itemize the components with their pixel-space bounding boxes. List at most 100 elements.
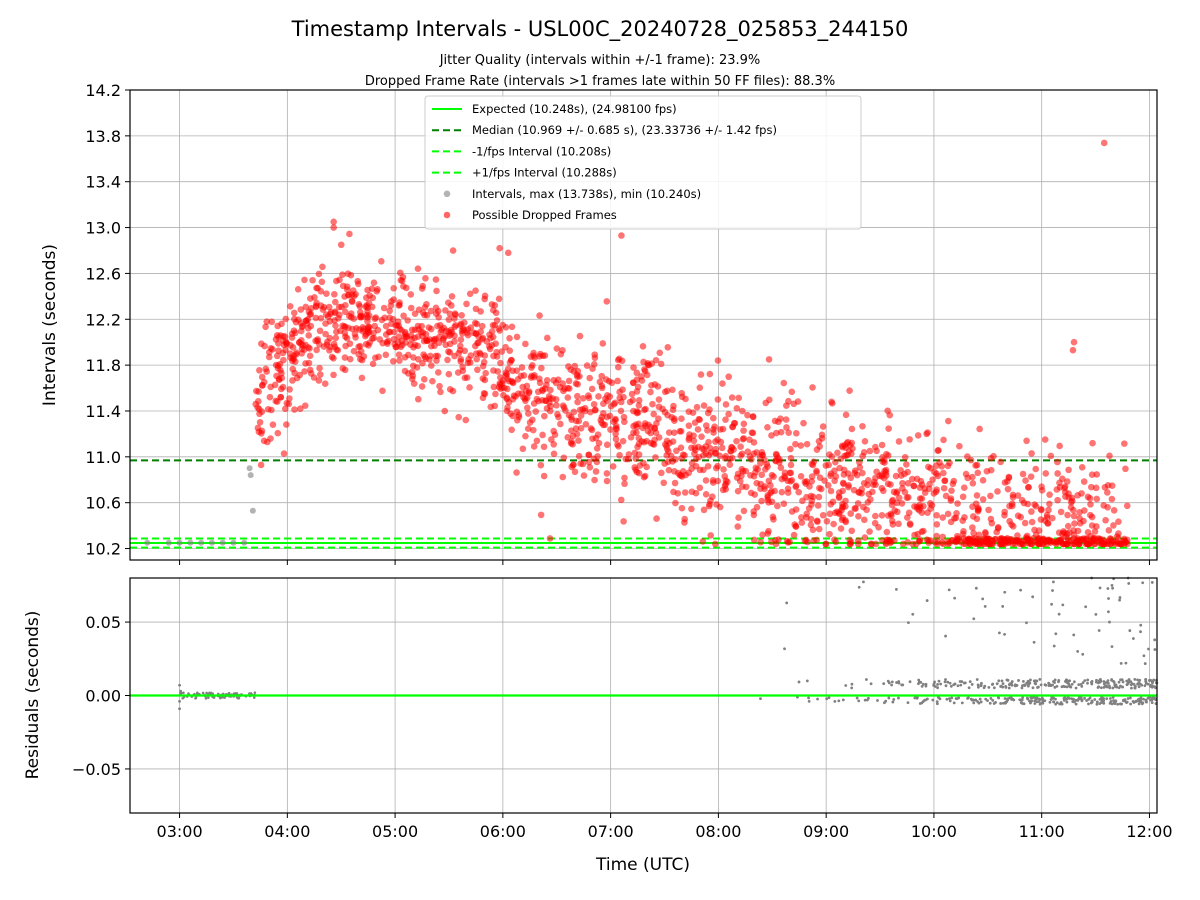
dropped-frame-point (901, 453, 909, 461)
dropped-frame-point (765, 356, 773, 363)
dropped-frame-point (309, 276, 316, 284)
dropped-frame-point (899, 479, 906, 487)
residual-point (1068, 679, 1072, 683)
residual-point (1017, 679, 1020, 682)
residual-point (1031, 696, 1035, 700)
dropped-frame-point (356, 302, 364, 310)
top-y-tick-label: 10.2 (85, 540, 121, 559)
residual-point (1125, 679, 1129, 683)
dropped-frame-point (945, 417, 952, 425)
dropped-frame-point (704, 462, 712, 470)
dropped-frame-point (341, 366, 349, 374)
dropped-frame-point (948, 537, 955, 544)
dropped-frame-point (608, 379, 616, 387)
dropped-frame-point (803, 510, 810, 518)
residual-point (971, 698, 975, 702)
dropped-frame-point (653, 515, 660, 522)
dropped-frame-point (614, 377, 621, 385)
x-tick-label: 06:00 (480, 822, 526, 841)
dropped-frame-point (904, 514, 911, 521)
dropped-frame-point (815, 525, 823, 533)
dropped-frame-point (615, 355, 623, 363)
residual-point (1119, 678, 1122, 682)
residual-point (1119, 662, 1123, 665)
dropped-frame-point (393, 321, 401, 329)
dropped-frame-point (314, 284, 321, 292)
dropped-frame-point (1105, 538, 1112, 545)
dropped-frame-point (618, 232, 625, 239)
residual-point (857, 699, 861, 703)
dropped-frame-point (496, 244, 503, 252)
dropped-frame-point (893, 508, 901, 516)
residual-point (1021, 684, 1024, 688)
dropped-frame-point (798, 514, 805, 521)
dropped-frame-point (939, 533, 947, 541)
dropped-frame-point (639, 343, 647, 350)
dropped-frame-point (733, 405, 741, 412)
residual-point (1146, 696, 1150, 700)
dropped-frame-point (1069, 346, 1077, 354)
dropped-frame-point (690, 437, 698, 445)
dropped-frame-point (451, 315, 458, 322)
dropped-frame-point (1110, 507, 1118, 514)
residual-point (949, 684, 953, 688)
dropped-frame-point (695, 415, 703, 423)
x-tick-label: 11:00 (1019, 822, 1065, 841)
residual-point (179, 689, 183, 693)
dropped-frame-point (809, 461, 817, 469)
dropped-frame-point (1104, 503, 1111, 511)
dropped-frame-point (273, 372, 280, 380)
dropped-frame-point (1022, 477, 1029, 484)
residual-point (1047, 684, 1051, 688)
residual-point (966, 696, 970, 700)
residual-point (1102, 680, 1106, 683)
dropped-frame-point (421, 353, 429, 361)
residual-point (1038, 702, 1042, 706)
residual-point (249, 692, 253, 695)
dropped-frame-point (866, 447, 874, 455)
dropped-frame-point (554, 411, 561, 418)
dropped-frame-point (395, 302, 403, 309)
dropped-frame-point (671, 479, 679, 487)
dropped-frame-point (722, 485, 730, 493)
dropped-frame-point (665, 448, 672, 455)
dropped-frame-point (839, 503, 847, 510)
residual-point (1022, 702, 1026, 706)
residual-point (1144, 678, 1148, 681)
residual-point (807, 699, 811, 703)
dropped-frame-point (551, 431, 559, 438)
dropped-frame-point (1093, 523, 1100, 530)
residual-point (1143, 684, 1147, 688)
dropped-frame-point (350, 347, 358, 355)
dropped-frame-point (893, 488, 901, 495)
dropped-frame-point (987, 515, 995, 523)
residual-point (1105, 685, 1109, 689)
dropped-frame-point (481, 292, 489, 300)
chart-subtitle-jitter: Jitter Quality (intervals within +/-1 fr… (439, 53, 761, 68)
dropped-frame-point (685, 422, 693, 429)
dropped-frame-point (889, 521, 897, 528)
dropped-frame-point (822, 540, 830, 548)
residual-point (1052, 696, 1055, 700)
dropped-frame-point (434, 369, 442, 376)
dropped-frame-point (735, 394, 743, 402)
dropped-frame-point (843, 440, 851, 447)
legend-label: +1/fps Interval (10.288s) (472, 166, 617, 180)
residual-point (1057, 678, 1061, 682)
residual-point (997, 696, 1001, 700)
dropped-frame-point (785, 397, 792, 405)
residual-point (208, 691, 211, 695)
dropped-frame-point (940, 469, 947, 477)
dropped-frame-point (744, 411, 751, 419)
dropped-frame-point (557, 420, 564, 428)
residual-point (948, 697, 951, 701)
residual-point (1126, 697, 1130, 700)
dropped-frame-point (493, 353, 501, 360)
residual-point (1110, 645, 1114, 648)
dropped-frame-point (810, 537, 818, 544)
residual-point (999, 685, 1003, 688)
dropped-frame-point (553, 402, 560, 409)
dropped-frame-point (1076, 515, 1083, 522)
top-y-tick-label: 10.6 (85, 494, 121, 513)
legend-box (424, 95, 862, 230)
